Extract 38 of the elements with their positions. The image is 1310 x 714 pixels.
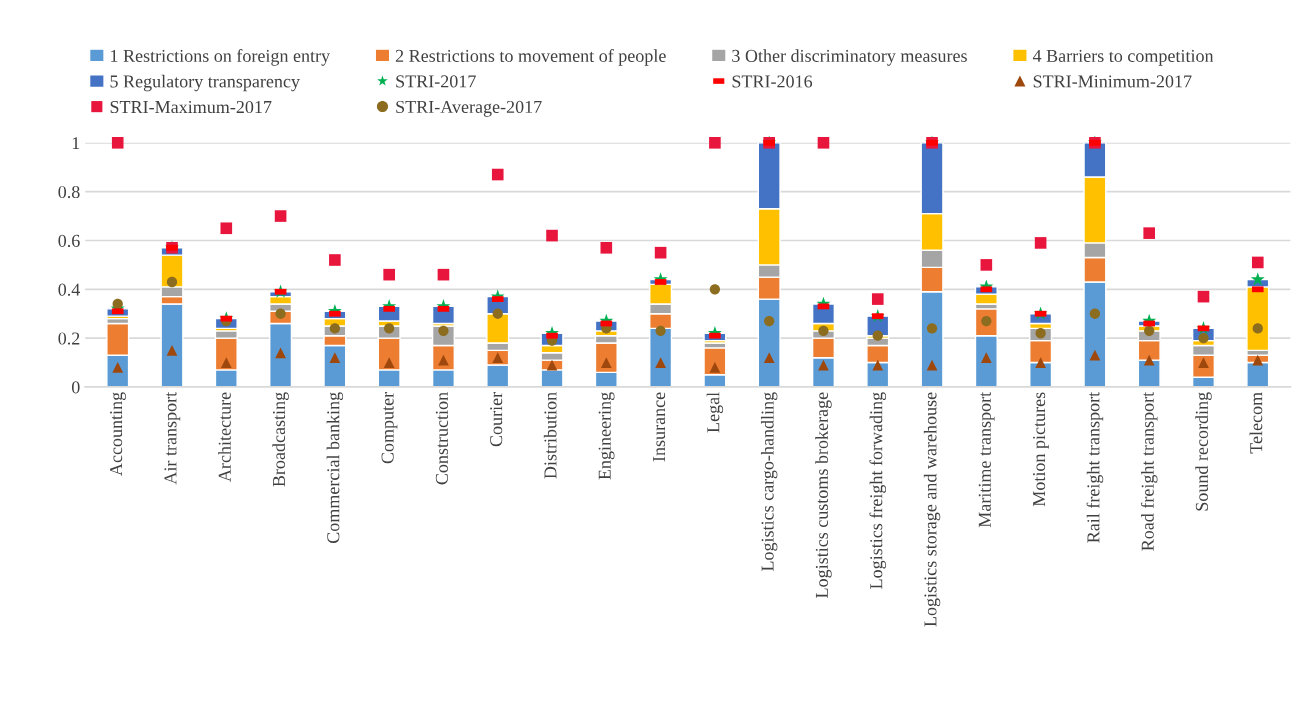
x-tick-label: Telecom <box>1249 392 1263 454</box>
legend-label: STRI-2016 <box>732 75 813 88</box>
x-tick-label: Air transport <box>164 391 181 485</box>
y-tick-label: 0.6 <box>58 234 80 247</box>
x-tick-label: Logistics storage and warehouse <box>923 392 941 627</box>
x-tick-label: Courier <box>490 392 503 447</box>
y-tick-label: 0.4 <box>58 283 81 296</box>
legend-label: STRI-Maximum-2017 <box>110 100 272 114</box>
x-tick-label: Commercial banking <box>326 392 344 544</box>
x-tick-label: Motion pictures <box>1033 392 1049 507</box>
legend-label: 1 Restrictions on foreign entry <box>111 49 331 66</box>
x-tick-label: Legal <box>706 392 724 433</box>
legend-label: STRI-Average-2017 <box>396 100 542 117</box>
legend-label: STRI-Minimum-2017 <box>1033 75 1192 88</box>
x-tick-label: Logistics freight forwading <box>869 392 887 589</box>
x-tick-label: Logistics customs brokerage <box>815 392 832 598</box>
legend-label: 5 Regulatory transparency <box>110 74 300 92</box>
legend-label: 4 Barriers to competition <box>1032 49 1214 66</box>
y-tick-label: 1 <box>72 137 80 150</box>
legend-label: STRI-2017 <box>396 75 476 88</box>
x-tick-label: Architecture <box>218 392 231 482</box>
y-tick-label: 0 <box>71 381 80 394</box>
x-tick-label: Accounting <box>110 392 126 476</box>
x-tick-label: Distribution <box>543 392 557 479</box>
x-tick-label: Logistics cargo-handling <box>760 392 778 572</box>
x-tick-label: Computer <box>381 392 398 464</box>
legend-label: 2 Restrictions to movement of people <box>395 49 666 66</box>
x-tick-label: Maritime transport <box>978 391 995 528</box>
x-tick-label: Insurance <box>653 392 666 462</box>
y-tick-label: 0.2 <box>58 332 80 345</box>
x-tick-label: Rail freight transport <box>1086 391 1104 543</box>
x-tick-label: Construction <box>435 392 448 485</box>
x-tick-label: Road freight transport <box>1140 391 1158 551</box>
x-tick-label: Broadcasting <box>272 392 289 487</box>
legend-label: 3 Other discriminatory measures <box>732 49 967 66</box>
x-tick-label: Engineering <box>598 392 615 480</box>
y-tick-label: 0.8 <box>58 185 80 199</box>
x-tick-label: Sound recording <box>1195 392 1212 511</box>
